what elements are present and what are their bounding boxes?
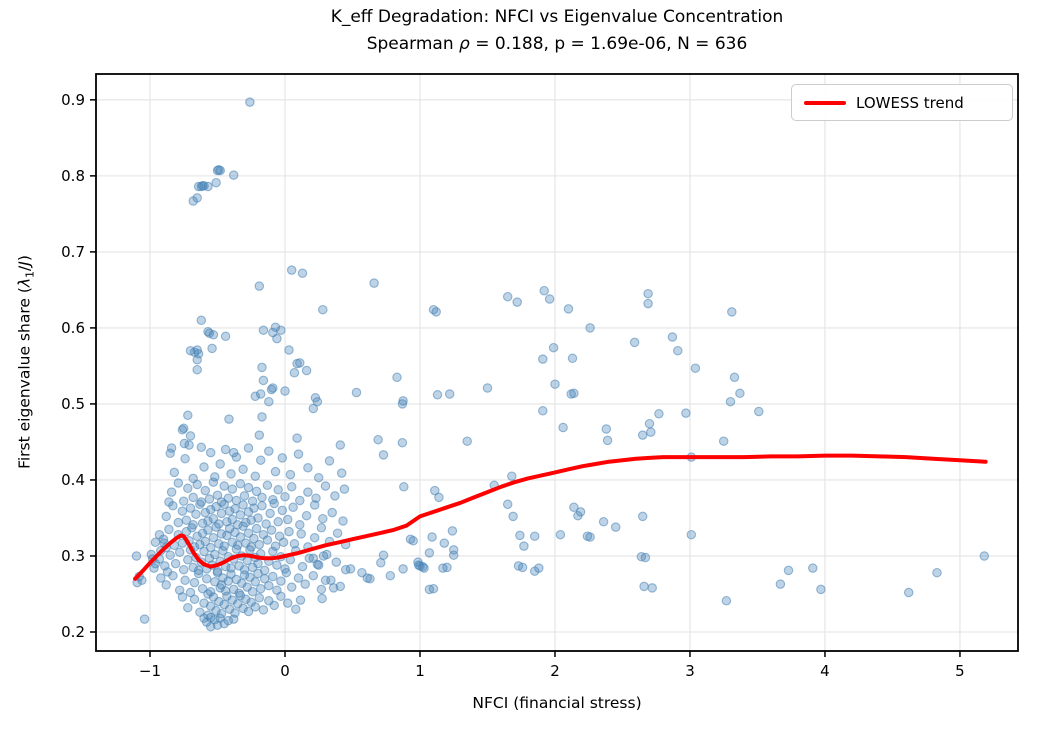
y-axis-label: First eigenvalue share (λ1/J) xyxy=(15,255,36,469)
svg-text:0.2: 0.2 xyxy=(61,623,85,641)
svg-text:0.8: 0.8 xyxy=(61,167,85,185)
ylabel-j: J xyxy=(15,261,34,266)
svg-text:1: 1 xyxy=(415,662,425,680)
x-axis-label: NFCI (financial stress) xyxy=(472,694,642,712)
subtitle-prefix: Spearman xyxy=(366,34,460,54)
svg-text:−1: −1 xyxy=(139,662,161,680)
subtitle-rho-symbol: ρ xyxy=(459,34,470,54)
tick-labels: −1 0 1 2 3 4 5 0.2 0.3 0.4 0.5 0.6 0.7 0.8 0.9 xyxy=(61,91,965,680)
svg-text:5: 5 xyxy=(955,662,965,680)
legend: LOWESS trend xyxy=(791,84,1013,121)
svg-text:3: 3 xyxy=(685,662,695,680)
svg-text:0.6: 0.6 xyxy=(61,319,85,337)
legend-label: LOWESS trend xyxy=(856,93,964,112)
lowess-curve xyxy=(133,453,988,581)
svg-text:0.4: 0.4 xyxy=(61,471,85,489)
ylabel-text: First eigenvalue share ( xyxy=(15,287,34,469)
svg-text:0.7: 0.7 xyxy=(61,243,85,261)
svg-text:2: 2 xyxy=(550,662,560,680)
plot-spines xyxy=(95,73,1019,652)
subtitle-stats: = 0.188, p = 1.69e-06, N = 636 xyxy=(469,34,748,54)
chart-subtitle: Spearman ρ = 0.188, p = 1.69e-06, N = 63… xyxy=(96,34,1018,54)
svg-text:0.3: 0.3 xyxy=(61,547,85,565)
ylabel-lambda: λ xyxy=(15,277,34,288)
svg-text:0: 0 xyxy=(280,662,290,680)
ylabel-slash: / xyxy=(15,265,34,271)
svg-text:4: 4 xyxy=(820,662,830,680)
ylabel-subscript: 1 xyxy=(23,270,37,278)
chart-title: K_eff Degradation: NFCI vs Eigenvalue Co… xyxy=(330,7,784,27)
tick-marks xyxy=(90,99,961,657)
gridlines xyxy=(96,74,1018,651)
svg-text:0.5: 0.5 xyxy=(61,395,85,413)
svg-text:0.9: 0.9 xyxy=(61,91,85,109)
scatter-points xyxy=(131,97,990,632)
lowess-line-swatch xyxy=(804,100,846,105)
ylabel-close-paren: ) xyxy=(15,255,34,262)
